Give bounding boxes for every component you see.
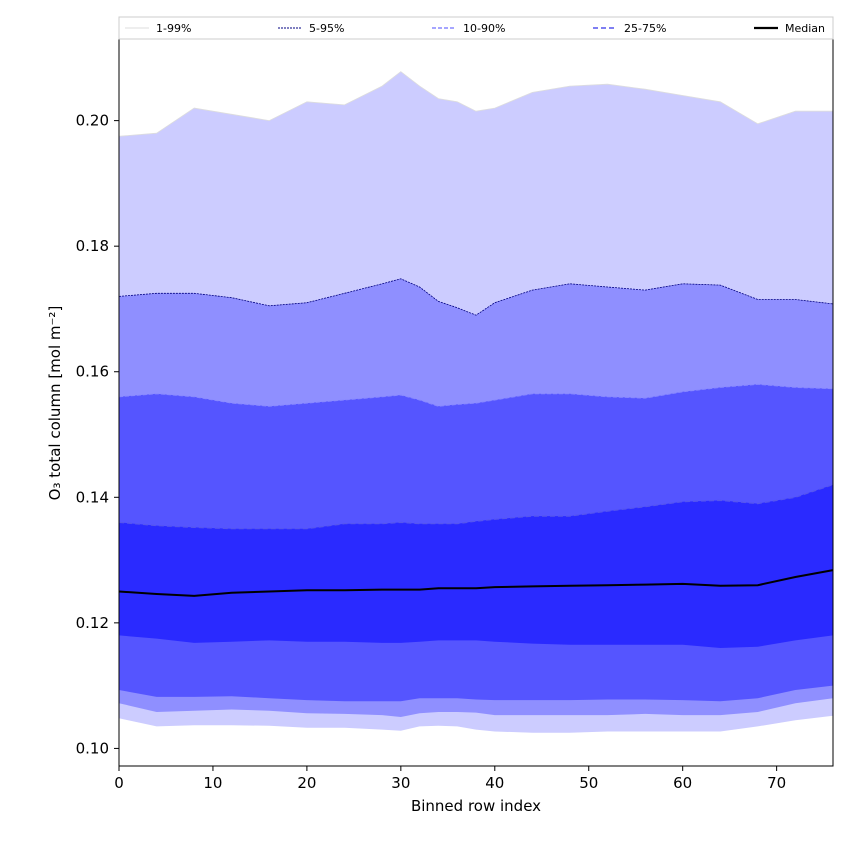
band-25-75-area [119, 484, 833, 648]
y-tick-label: 0.16 [76, 363, 109, 381]
band-5-95-upper-edge [118, 278, 834, 316]
y-tick-label: 0.20 [76, 112, 109, 130]
x-tick-label: 30 [391, 774, 410, 792]
x-tick-label: 10 [203, 774, 222, 792]
x-tick-label: 40 [485, 774, 504, 792]
legend: 1-99% 5-95% 10-90% 25-75% Median [118, 16, 834, 40]
y-tick-label: 0.10 [76, 739, 109, 757]
y-tick-label: 0.18 [76, 237, 109, 255]
x-tick-label: 0 [114, 774, 124, 792]
percentile-bands [118, 71, 834, 733]
y-axis-label: O₃ total column [mol m⁻²] [46, 306, 64, 501]
x-axis-label: Binned row index [411, 797, 541, 815]
median-layer [118, 569, 834, 597]
legend-box [118, 16, 834, 40]
y-tick-label: 0.12 [76, 614, 109, 632]
band-25-75-upper-edge [118, 484, 834, 530]
band-10-90-upper-edge [118, 383, 834, 407]
median-line [118, 569, 834, 597]
x-axis-ticks: 0 10 20 30 40 50 60 70 [114, 766, 786, 792]
legend-label-p1_99: 1-99% [156, 22, 191, 35]
legend-label-median: Median [785, 22, 825, 35]
x-tick-label: 20 [297, 774, 316, 792]
legend-label-p5_95: 5-95% [309, 22, 344, 35]
band-1-99-upper-edge [118, 71, 833, 137]
y-tick-label: 0.14 [76, 488, 109, 506]
x-tick-label: 70 [767, 774, 786, 792]
y-axis-ticks: 0.10 0.12 0.14 0.16 0.18 0.20 [76, 112, 119, 757]
legend-label-p10_90: 10-90% [463, 22, 505, 35]
x-tick-label: 50 [579, 774, 598, 792]
x-tick-label: 60 [673, 774, 692, 792]
legend-label-p25_75: 25-75% [624, 22, 666, 35]
